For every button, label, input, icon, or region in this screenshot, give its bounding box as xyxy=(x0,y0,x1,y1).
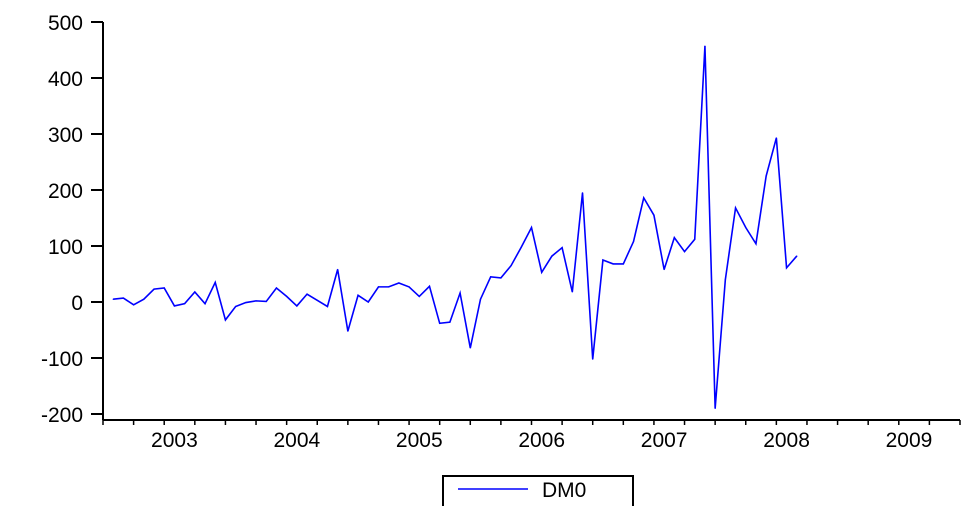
data-point xyxy=(449,321,451,323)
data-point xyxy=(622,263,624,265)
data-point xyxy=(418,295,420,297)
data-point xyxy=(663,268,665,271)
data-point xyxy=(245,301,247,304)
data-point xyxy=(796,255,798,257)
x-tick-label: 2008 xyxy=(763,429,810,452)
y-tick-label: 300 xyxy=(48,124,83,147)
data-point xyxy=(235,305,237,308)
x-axis: 2003 2004 2005 2006 2007 2008 2009 xyxy=(102,419,961,452)
y-tick-label: 200 xyxy=(48,180,83,203)
data-point xyxy=(133,304,135,306)
series-layer xyxy=(112,45,798,409)
data-point xyxy=(326,305,329,308)
legend-box xyxy=(442,475,634,506)
data-point xyxy=(357,294,359,296)
data-point xyxy=(571,291,573,293)
data-point xyxy=(347,330,349,332)
data-point xyxy=(224,319,227,321)
data-point xyxy=(551,255,553,257)
data-point xyxy=(530,226,533,229)
data-point xyxy=(765,175,767,177)
data-point xyxy=(275,287,278,289)
data-point xyxy=(204,303,206,305)
data-point xyxy=(510,265,512,267)
data-point xyxy=(775,137,777,139)
data-point xyxy=(755,243,757,245)
data-point xyxy=(367,301,369,303)
data-point xyxy=(265,300,267,303)
data-point xyxy=(632,240,635,243)
data-point xyxy=(745,226,747,229)
data-point xyxy=(785,267,788,269)
data-point xyxy=(428,285,431,287)
y-tick-label: -100 xyxy=(41,348,83,371)
data-point xyxy=(408,286,410,288)
data-point xyxy=(286,295,288,297)
data-point xyxy=(337,268,339,271)
data-point xyxy=(398,282,400,284)
data-point xyxy=(316,299,318,301)
data-point xyxy=(724,279,726,281)
data-point xyxy=(734,207,737,209)
data-point xyxy=(184,303,186,305)
data-point xyxy=(296,305,298,307)
series-line-dm0 xyxy=(113,46,798,409)
y-tick-label: 500 xyxy=(48,12,83,35)
data-point xyxy=(643,197,645,199)
x-tick-label: 2005 xyxy=(396,429,443,452)
data-point xyxy=(694,238,696,240)
x-tick-label: 2007 xyxy=(641,429,688,452)
x-tick-label: 2004 xyxy=(273,429,320,452)
data-point xyxy=(112,298,114,300)
data-point xyxy=(194,291,196,293)
data-point xyxy=(173,305,176,307)
data-point xyxy=(439,322,441,324)
data-point xyxy=(459,292,461,294)
x-tick-label: 2006 xyxy=(518,429,565,452)
data-point xyxy=(714,407,716,409)
data-point xyxy=(122,297,125,299)
data-point xyxy=(602,259,604,261)
data-point xyxy=(255,300,257,302)
data-point xyxy=(377,286,380,288)
data-point xyxy=(214,281,216,283)
data-point xyxy=(388,286,390,288)
legend: DM0 xyxy=(442,475,634,506)
y-axis: -200 -100 0 100 200 300 400 500 xyxy=(41,12,104,427)
data-point xyxy=(469,347,471,349)
data-point xyxy=(704,45,706,47)
data-point xyxy=(612,263,614,265)
data-point xyxy=(683,251,686,253)
legend-label-dm0: DM0 xyxy=(542,479,586,502)
y-tick-label: 0 xyxy=(71,292,83,315)
data-point xyxy=(592,358,594,360)
data-point xyxy=(490,276,492,278)
data-point xyxy=(541,271,543,273)
x-tick-label: 2009 xyxy=(886,429,933,452)
x-tick-label: 2003 xyxy=(151,429,198,452)
y-tick-label: 100 xyxy=(48,236,83,259)
data-point xyxy=(520,246,522,248)
data-point xyxy=(163,287,165,289)
data-point xyxy=(561,247,563,249)
y-tick-label: 400 xyxy=(48,68,83,91)
data-point xyxy=(673,237,675,239)
data-point xyxy=(306,293,308,295)
data-point xyxy=(143,298,145,300)
data-point xyxy=(581,192,584,194)
data-point xyxy=(500,277,502,279)
data-point xyxy=(479,298,482,300)
data-point xyxy=(153,288,155,290)
y-tick-label: -200 xyxy=(41,404,83,427)
data-point xyxy=(653,214,655,216)
